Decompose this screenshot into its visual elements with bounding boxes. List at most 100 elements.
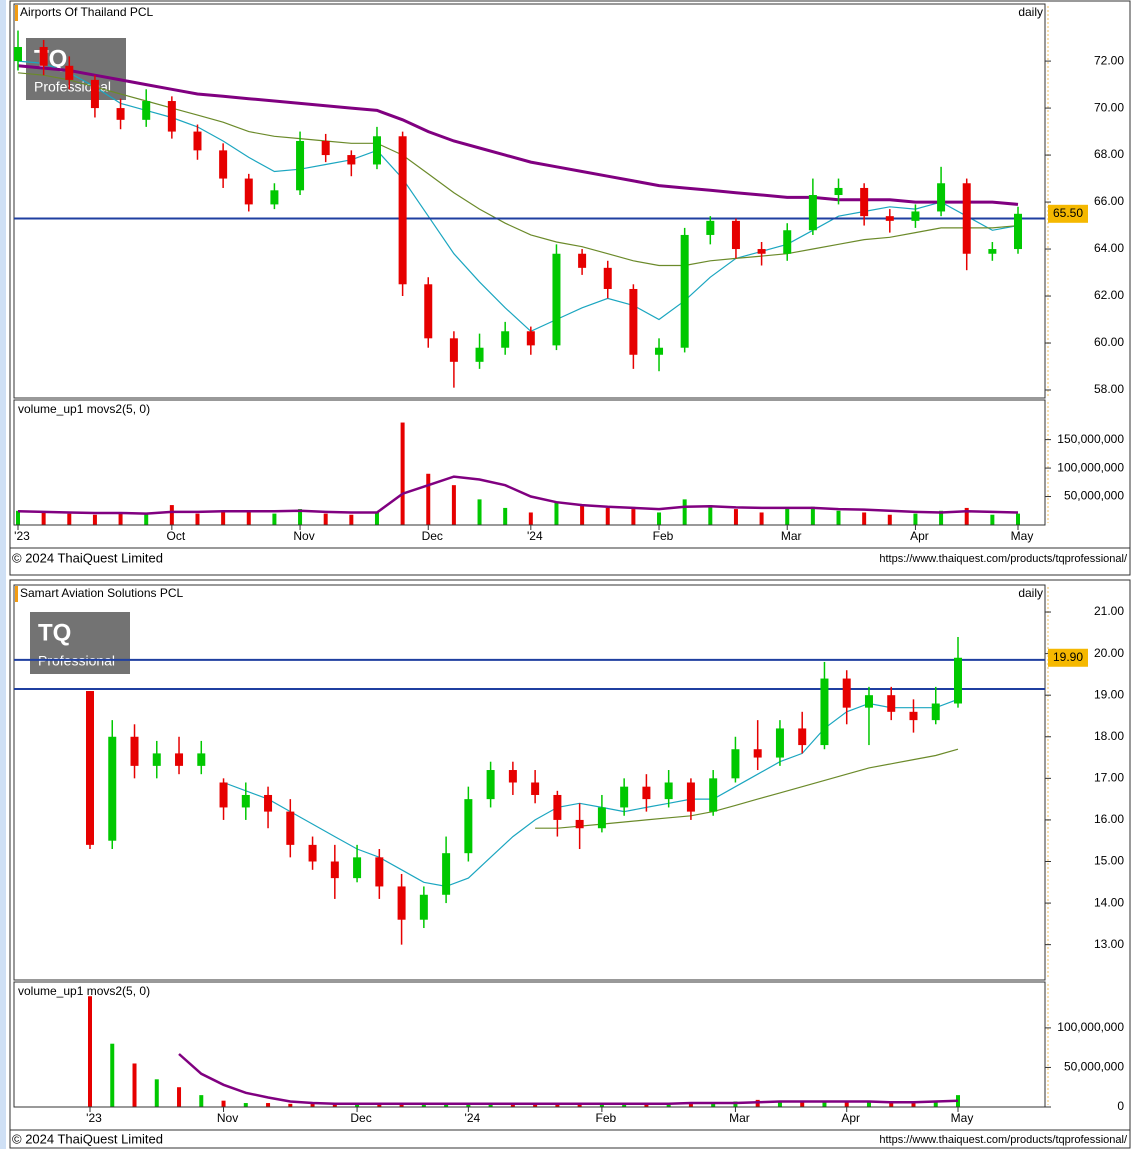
candle-body (219, 782, 228, 808)
y-tick-label: 100,000,000 (1057, 460, 1124, 474)
x-tick-label: Apr (910, 529, 929, 543)
volume-bar (177, 1087, 182, 1107)
y-tick-label: 70.00 (1094, 100, 1124, 114)
candle-body (449, 338, 458, 362)
candle-body (244, 178, 253, 205)
y-tick-label: 66.00 (1094, 194, 1124, 208)
candle-body (531, 782, 540, 795)
candle-body (142, 101, 151, 120)
volume-bar (933, 1102, 938, 1107)
candle-body (353, 857, 362, 879)
volume-bar (118, 512, 123, 525)
volume-bar (221, 1100, 226, 1107)
y-tick-label: 100,000,000 (1057, 1020, 1124, 1034)
volume-bar (355, 1103, 360, 1107)
y-tick-label: 13.00 (1094, 937, 1124, 951)
y-tick-label: 21.00 (1094, 604, 1124, 618)
candle-body (152, 753, 161, 766)
volume-bar (580, 505, 585, 525)
candle-body (887, 695, 896, 712)
candle-body (885, 216, 894, 221)
volume-bar (887, 514, 892, 525)
volume-bar (554, 502, 559, 525)
candle-body (629, 288, 638, 355)
candle-body (241, 794, 250, 808)
candle-body (597, 807, 606, 829)
last-price-box (1048, 204, 1088, 223)
volume-bar (990, 514, 995, 525)
volume-title: volume_up1 movs2(5, 0) (18, 402, 150, 416)
panel-frame (9, 579, 1131, 1149)
volume-bar (444, 1103, 449, 1107)
volume-bar (199, 1095, 204, 1107)
volume-average (178, 1053, 959, 1106)
volume-bar (599, 1103, 604, 1107)
volume-bar (41, 512, 46, 525)
y-tick-label: 50,000,000 (1064, 489, 1124, 503)
volume-bar (272, 513, 277, 525)
candle-body (397, 886, 406, 920)
volume-bar (374, 512, 379, 525)
candle-body (603, 267, 612, 289)
last-price-label: 65.50 (1053, 206, 1083, 220)
volume-bar (451, 485, 456, 525)
candle-body (808, 195, 817, 231)
x-tick-label: Dec (350, 1111, 371, 1125)
candle-body (909, 711, 918, 721)
volume-bar (533, 1103, 538, 1107)
source-url: https://www.thaiquest.com/products/tqpro… (879, 553, 1128, 565)
volume-bar (92, 514, 97, 525)
candle-body (308, 844, 317, 862)
volume-bar (844, 1101, 849, 1107)
volume-bar (759, 512, 764, 525)
candle-body (286, 811, 295, 845)
volume-bar (288, 1103, 293, 1107)
candle-body (526, 331, 535, 346)
y-tick-label: 68.00 (1094, 147, 1124, 161)
candle-body (375, 857, 384, 887)
last-price-box (1048, 648, 1088, 667)
volume-bar (477, 499, 482, 525)
volume-bar (243, 1103, 248, 1107)
candle-body (424, 284, 433, 339)
candle-body (655, 347, 664, 355)
copyright: © 2024 ThaiQuest Limited (12, 1131, 163, 1146)
candle-body (757, 249, 766, 254)
x-tick-label: May (951, 1111, 974, 1125)
candle-body (464, 799, 473, 854)
volume-bar (510, 1103, 515, 1107)
volume-bar (110, 1043, 115, 1107)
volume-bar (88, 996, 92, 1107)
y-tick-label: 0 (1117, 1099, 1124, 1113)
volume-bar (323, 513, 328, 525)
candle-body (842, 678, 851, 708)
y-tick-label: 15.00 (1094, 854, 1124, 868)
panel-frame (9, 0, 1131, 576)
volume-bar (528, 512, 533, 525)
candle-body (372, 136, 381, 165)
volume-bar (132, 1063, 137, 1107)
candle-body (911, 211, 920, 221)
candle-body (937, 183, 946, 212)
candle-body (553, 794, 562, 820)
moving-average (17, 60, 1019, 333)
volume-bar (862, 512, 867, 525)
volume-bar (246, 510, 251, 525)
volume-bar (913, 513, 918, 525)
volume-bar (577, 1103, 582, 1107)
volume-bar (785, 507, 790, 525)
candle-body (731, 749, 740, 779)
volume-bar (377, 1104, 382, 1107)
moving-average (17, 64, 1019, 206)
y-tick-label: 150,000,000 (1057, 432, 1124, 446)
candle-body (108, 736, 117, 841)
last-price-label: 19.90 (1053, 650, 1083, 664)
candle-body (475, 347, 484, 362)
candle-body (962, 183, 971, 254)
candle-body (864, 695, 873, 708)
volume-bar (266, 1103, 271, 1107)
volume-bar (711, 1102, 716, 1107)
y-tick-label: 14.00 (1094, 895, 1124, 909)
